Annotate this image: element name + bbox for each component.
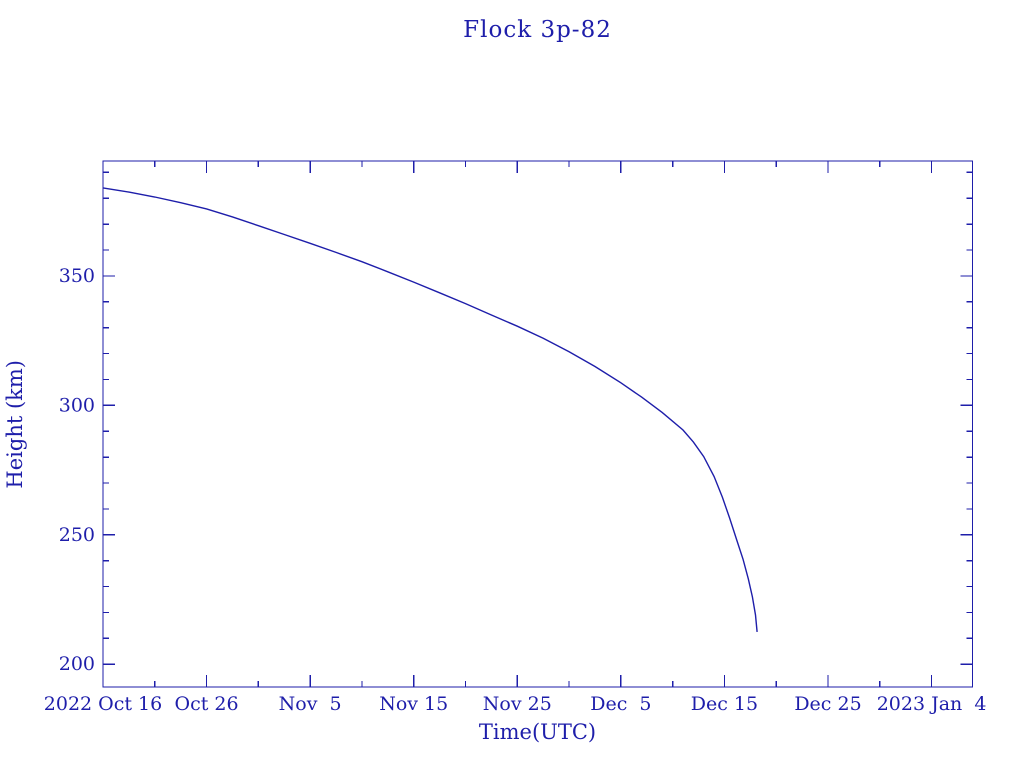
x-tick-label: Oct 26	[175, 693, 239, 715]
x-tick-label: 2023 Jan 4	[877, 693, 987, 715]
y-tick-label: 250	[59, 524, 95, 546]
decay-curve	[102, 187, 758, 632]
x-tick-label: Nov 15	[379, 693, 448, 715]
x-tick-label: Dec 15	[691, 693, 758, 715]
x-tick-label: Dec 5	[590, 693, 651, 715]
x-tick-label: 2022 Oct 16	[44, 693, 162, 715]
y-tick-label: 300	[59, 394, 95, 416]
plot-border	[102, 160, 974, 688]
chart-title: Flock 3p-82	[463, 17, 612, 43]
y-tick-label: 200	[59, 653, 95, 675]
x-axis-title: Time(UTC)	[478, 720, 597, 744]
x-tick-label: Nov 25	[483, 693, 552, 715]
y-tick-label: 350	[59, 265, 95, 287]
x-tick-label: Dec 25	[794, 693, 861, 715]
x-tick-label: Nov 5	[279, 693, 342, 715]
